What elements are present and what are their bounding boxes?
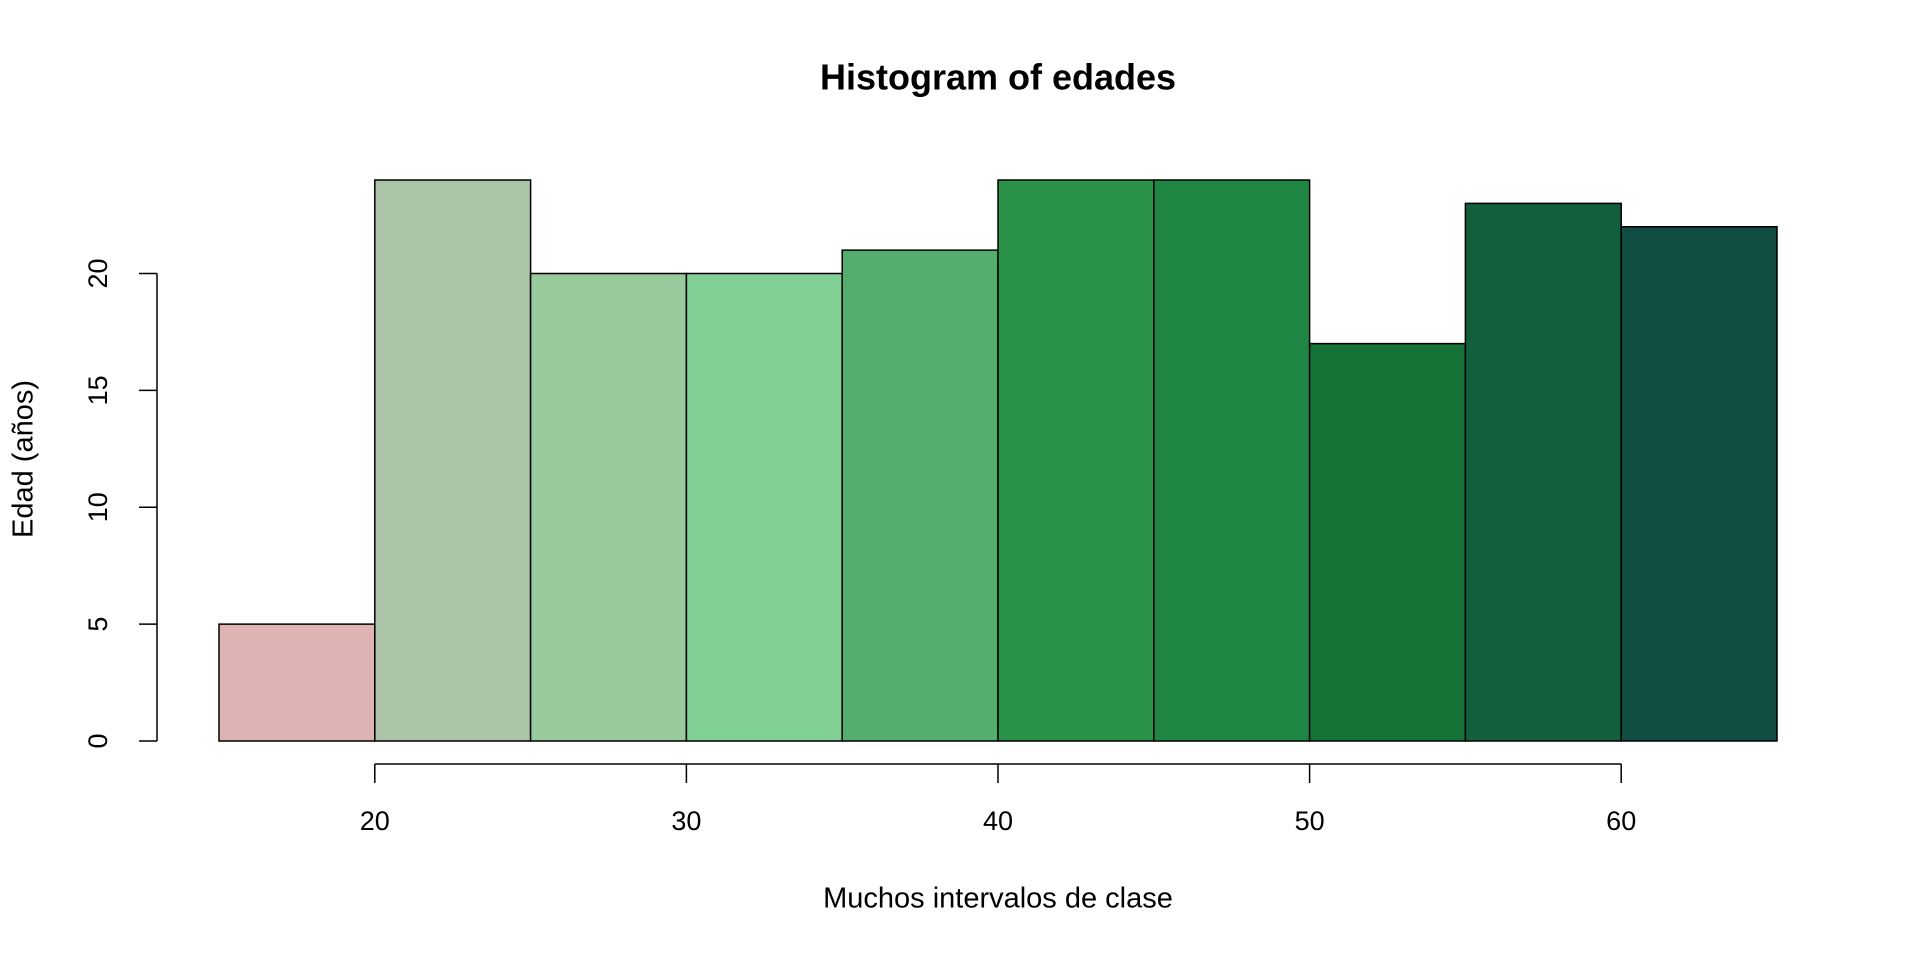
x-tick-label: 30 <box>671 806 701 836</box>
x-tick-label: 20 <box>360 806 390 836</box>
bar <box>529 272 688 742</box>
bar <box>1620 226 1778 742</box>
y-tick-label: 0 <box>83 733 113 748</box>
x-axis-label: Muchos intervalos de clase <box>823 883 1173 915</box>
bar <box>841 249 999 742</box>
bar <box>1308 342 1467 742</box>
bar <box>1153 179 1311 742</box>
y-tick-label: 20 <box>83 258 113 288</box>
bar <box>685 272 843 742</box>
bar <box>1464 202 1622 742</box>
chart-title: Histogram of edades <box>820 57 1176 98</box>
bar <box>997 179 1155 742</box>
x-tick-label: 60 <box>1606 806 1636 836</box>
bar <box>218 623 376 742</box>
x-tick-label: 40 <box>983 806 1013 836</box>
x-tick-label: 50 <box>1295 806 1325 836</box>
y-tick-label: 15 <box>83 375 113 405</box>
y-tick-label: 10 <box>83 492 113 522</box>
y-axis-label: Edad (años) <box>8 380 40 538</box>
y-tick-label: 5 <box>83 617 113 632</box>
bar <box>374 179 532 742</box>
